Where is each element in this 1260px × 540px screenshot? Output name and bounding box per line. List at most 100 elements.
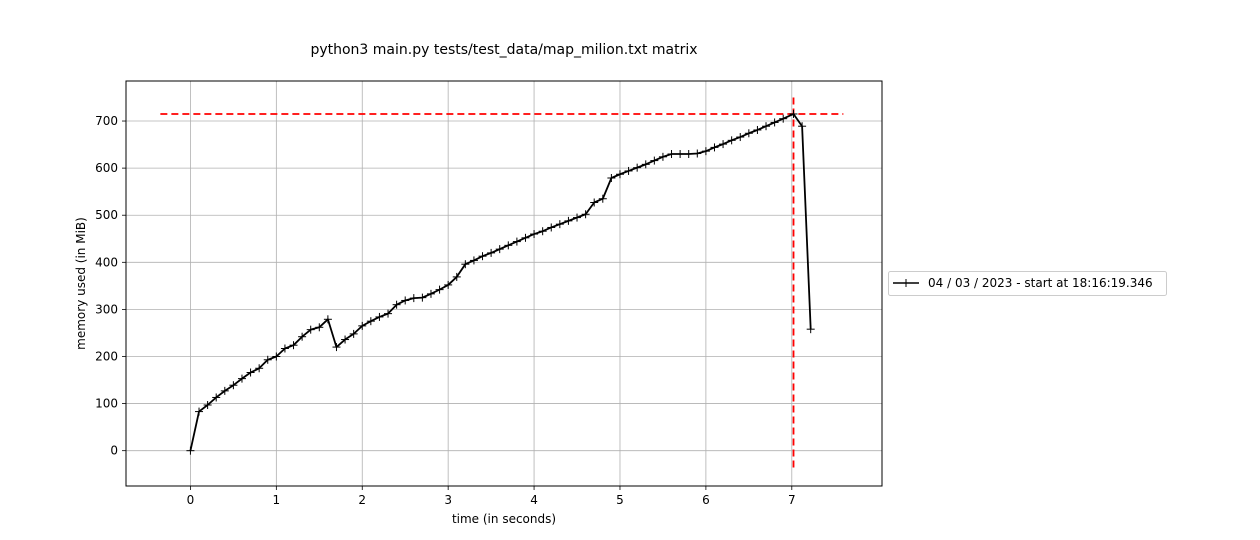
- x-tick-label: 7: [788, 493, 796, 507]
- data-point-marker: [641, 160, 650, 169]
- data-point-marker: [607, 174, 616, 183]
- data-point-marker: [263, 355, 272, 364]
- data-point-marker: [298, 332, 307, 341]
- data-point-marker: [469, 256, 478, 265]
- data-point-marker: [676, 149, 685, 158]
- y-tick-label: 600: [95, 161, 118, 175]
- data-point-marker: [798, 122, 807, 131]
- x-axis-label: time (in seconds): [452, 512, 556, 526]
- plot-frame: [125, 80, 883, 487]
- x-tick-label: 6: [702, 493, 710, 507]
- y-tick-label: 700: [95, 114, 118, 128]
- data-point-marker: [555, 220, 564, 229]
- data-point-marker: [684, 149, 693, 158]
- data-point-marker: [512, 237, 521, 246]
- data-point-marker: [212, 393, 221, 402]
- legend-box: [888, 271, 1167, 296]
- data-point-marker: [487, 248, 496, 257]
- data-point-marker: [624, 166, 633, 175]
- series-layer: [186, 109, 815, 455]
- data-point-marker: [504, 241, 513, 250]
- x-tick-label: 3: [444, 493, 452, 507]
- y-tick-label: 300: [95, 302, 118, 316]
- chart-title: python3 main.py tests/test_data/map_mili…: [310, 42, 697, 58]
- data-point-marker: [667, 149, 676, 158]
- data-point-marker: [315, 323, 324, 332]
- reference-lines: [160, 97, 844, 469]
- data-point-marker: [444, 280, 453, 289]
- data-point-marker: [401, 296, 410, 305]
- data-point-marker: [564, 216, 573, 225]
- data-point-marker: [409, 294, 418, 303]
- data-point-marker: [272, 352, 281, 361]
- x-tick-label: 5: [616, 493, 624, 507]
- data-point-marker: [573, 213, 582, 222]
- data-point-marker: [770, 118, 779, 127]
- grid-lines: [126, 81, 882, 486]
- data-point-marker: [349, 329, 358, 338]
- data-point-marker: [701, 147, 710, 156]
- data-point-marker: [658, 152, 667, 161]
- data-point-marker: [744, 129, 753, 138]
- x-tick-label: 1: [273, 493, 281, 507]
- axis-ticks: 0 1 2 3 4 5 6 7 0 100 200 300 400 500 600 700: [95, 114, 796, 507]
- data-point-marker: [237, 374, 246, 383]
- data-point-marker: [495, 245, 504, 254]
- data-point-marker: [220, 386, 229, 395]
- data-point-marker: [693, 149, 702, 158]
- data-point-marker: [590, 198, 599, 207]
- data-point-marker: [538, 227, 547, 236]
- data-point-marker: [615, 170, 624, 179]
- x-tick-label: 4: [530, 493, 538, 507]
- data-point-marker: [323, 315, 332, 324]
- data-point-marker: [366, 317, 375, 326]
- data-point-marker: [710, 143, 719, 152]
- data-point-marker: [736, 133, 745, 142]
- data-point-marker: [650, 156, 659, 165]
- data-point-marker: [762, 122, 771, 131]
- data-point-marker: [598, 194, 607, 203]
- data-point-marker: [255, 364, 264, 373]
- data-point-marker: [341, 335, 350, 344]
- data-point-marker: [246, 368, 255, 377]
- data-point-marker: [384, 309, 393, 318]
- y-tick-label: 500: [95, 208, 118, 222]
- data-point-marker: [375, 312, 384, 321]
- data-point-marker: [229, 381, 238, 390]
- data-point-marker: [521, 233, 530, 242]
- data-point-marker: [461, 260, 470, 269]
- data-point-marker: [806, 325, 815, 334]
- data-point-marker: [203, 401, 212, 409]
- data-point-marker: [478, 252, 487, 261]
- data-point-marker: [418, 293, 427, 302]
- y-tick-label: 0: [110, 444, 118, 458]
- x-tick-label: 0: [187, 493, 195, 507]
- y-tick-label: 400: [95, 255, 118, 269]
- data-point-marker: [332, 343, 341, 352]
- data-point-marker: [779, 114, 788, 123]
- data-point-marker: [753, 125, 762, 134]
- data-point-marker: [547, 223, 556, 232]
- data-point-marker: [581, 210, 590, 219]
- data-point-marker: [789, 109, 798, 118]
- data-point-marker: [530, 230, 539, 239]
- data-point-marker: [195, 407, 204, 416]
- data-point-marker: [358, 321, 367, 330]
- y-tick-label: 200: [95, 349, 118, 363]
- data-point-marker: [435, 285, 444, 294]
- y-tick-label: 100: [95, 397, 118, 411]
- data-point-marker: [633, 163, 642, 172]
- data-point-marker: [186, 446, 195, 455]
- legend: 04 / 03 / 2023 - start at 18:16:19.346: [888, 271, 1167, 296]
- data-point-marker: [392, 300, 401, 309]
- x-tick-label: 2: [358, 493, 366, 507]
- data-point-marker: [306, 325, 315, 334]
- legend-entry-label: 04 / 03 / 2023 - start at 18:16:19.346: [928, 276, 1153, 290]
- data-point-marker: [289, 341, 298, 350]
- data-point-marker: [426, 289, 435, 298]
- data-point-marker: [727, 136, 736, 145]
- data-point-marker: [719, 140, 728, 149]
- data-point-marker: [280, 344, 289, 353]
